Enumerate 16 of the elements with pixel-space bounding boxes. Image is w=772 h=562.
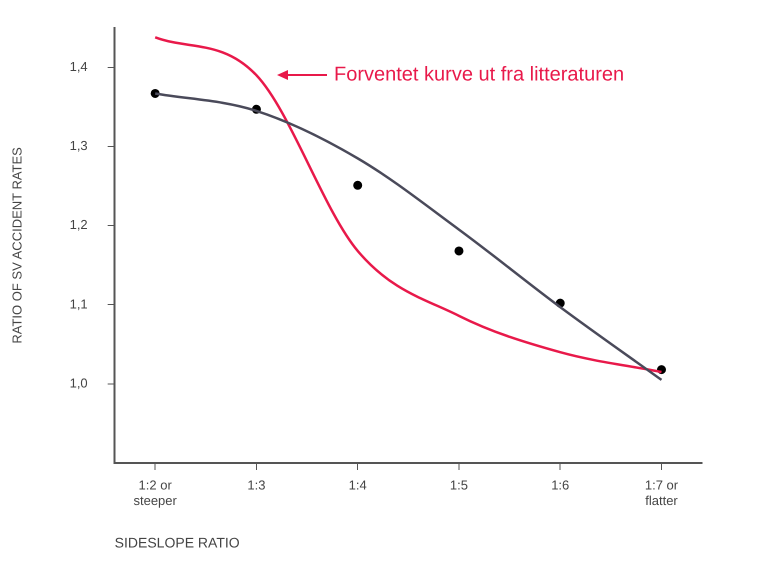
y-axis-title: RATIO OF SV ACCIDENT RATES — [9, 146, 24, 344]
x-tick-label: 1:5 — [450, 477, 468, 492]
point — [454, 246, 464, 256]
y-tick-label: 1,0 — [70, 375, 88, 390]
y-tick-label: 1,2 — [70, 217, 88, 232]
x-axis-title: SIDESLOPE RATIO — [114, 534, 240, 550]
annotation: Forventet kurve ut fra litteraturen — [334, 64, 624, 86]
y-tick-label: 1,1 — [70, 296, 88, 312]
y-tick-label: 1,3 — [70, 138, 88, 154]
x-tick-label: 1:7 or flatter — [644, 477, 679, 508]
x-tick-label: 1:2 or steeper — [133, 477, 178, 508]
x-tick-label: 1:6 — [551, 477, 570, 492]
point — [353, 180, 362, 190]
x-tick-label: 1:4 — [348, 477, 367, 492]
y-tick-label: 1,4 — [70, 58, 88, 74]
x-tick-label: 1:3 — [247, 477, 266, 492]
